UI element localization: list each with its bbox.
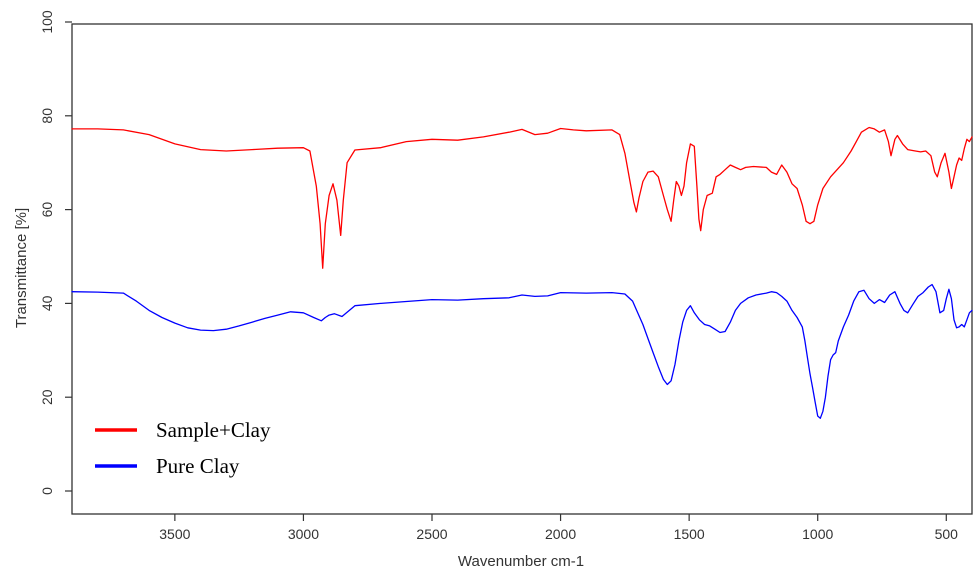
- x-tick-label: 1000: [802, 526, 833, 542]
- y-tick-label: 60: [39, 202, 55, 218]
- x-tick-label: 1500: [674, 526, 705, 542]
- x-tick-label: 3500: [159, 526, 190, 542]
- x-tick-label: 2500: [416, 526, 447, 542]
- series-line-1: [71, 126, 973, 269]
- legend-label: Sample+Clay: [156, 418, 271, 442]
- x-axis-title: Wavenumber cm-1: [458, 553, 584, 570]
- y-axis: 0 20 40 60 80 100: [39, 10, 72, 495]
- legend: Sample+Clay Pure Clay: [95, 418, 271, 478]
- plot-frame: [71, 23, 973, 515]
- y-axis-title: Transmittance [%]: [13, 208, 30, 328]
- y-tick-label: 20: [39, 389, 55, 405]
- x-axis: 3500 3000 2500 2000 1500 1000 500: [159, 514, 958, 542]
- x-tick-label: 2000: [545, 526, 576, 542]
- y-tick-label: 0: [39, 487, 55, 495]
- y-tick-label: 40: [39, 295, 55, 311]
- y-tick-label: 100: [39, 10, 55, 34]
- y-tick-label: 80: [39, 108, 55, 124]
- x-tick-label: 3000: [288, 526, 319, 542]
- x-tick-label: 500: [935, 526, 959, 542]
- series-layer: [71, 126, 973, 419]
- series-line-2: [71, 283, 973, 419]
- legend-label: Pure Clay: [156, 454, 240, 478]
